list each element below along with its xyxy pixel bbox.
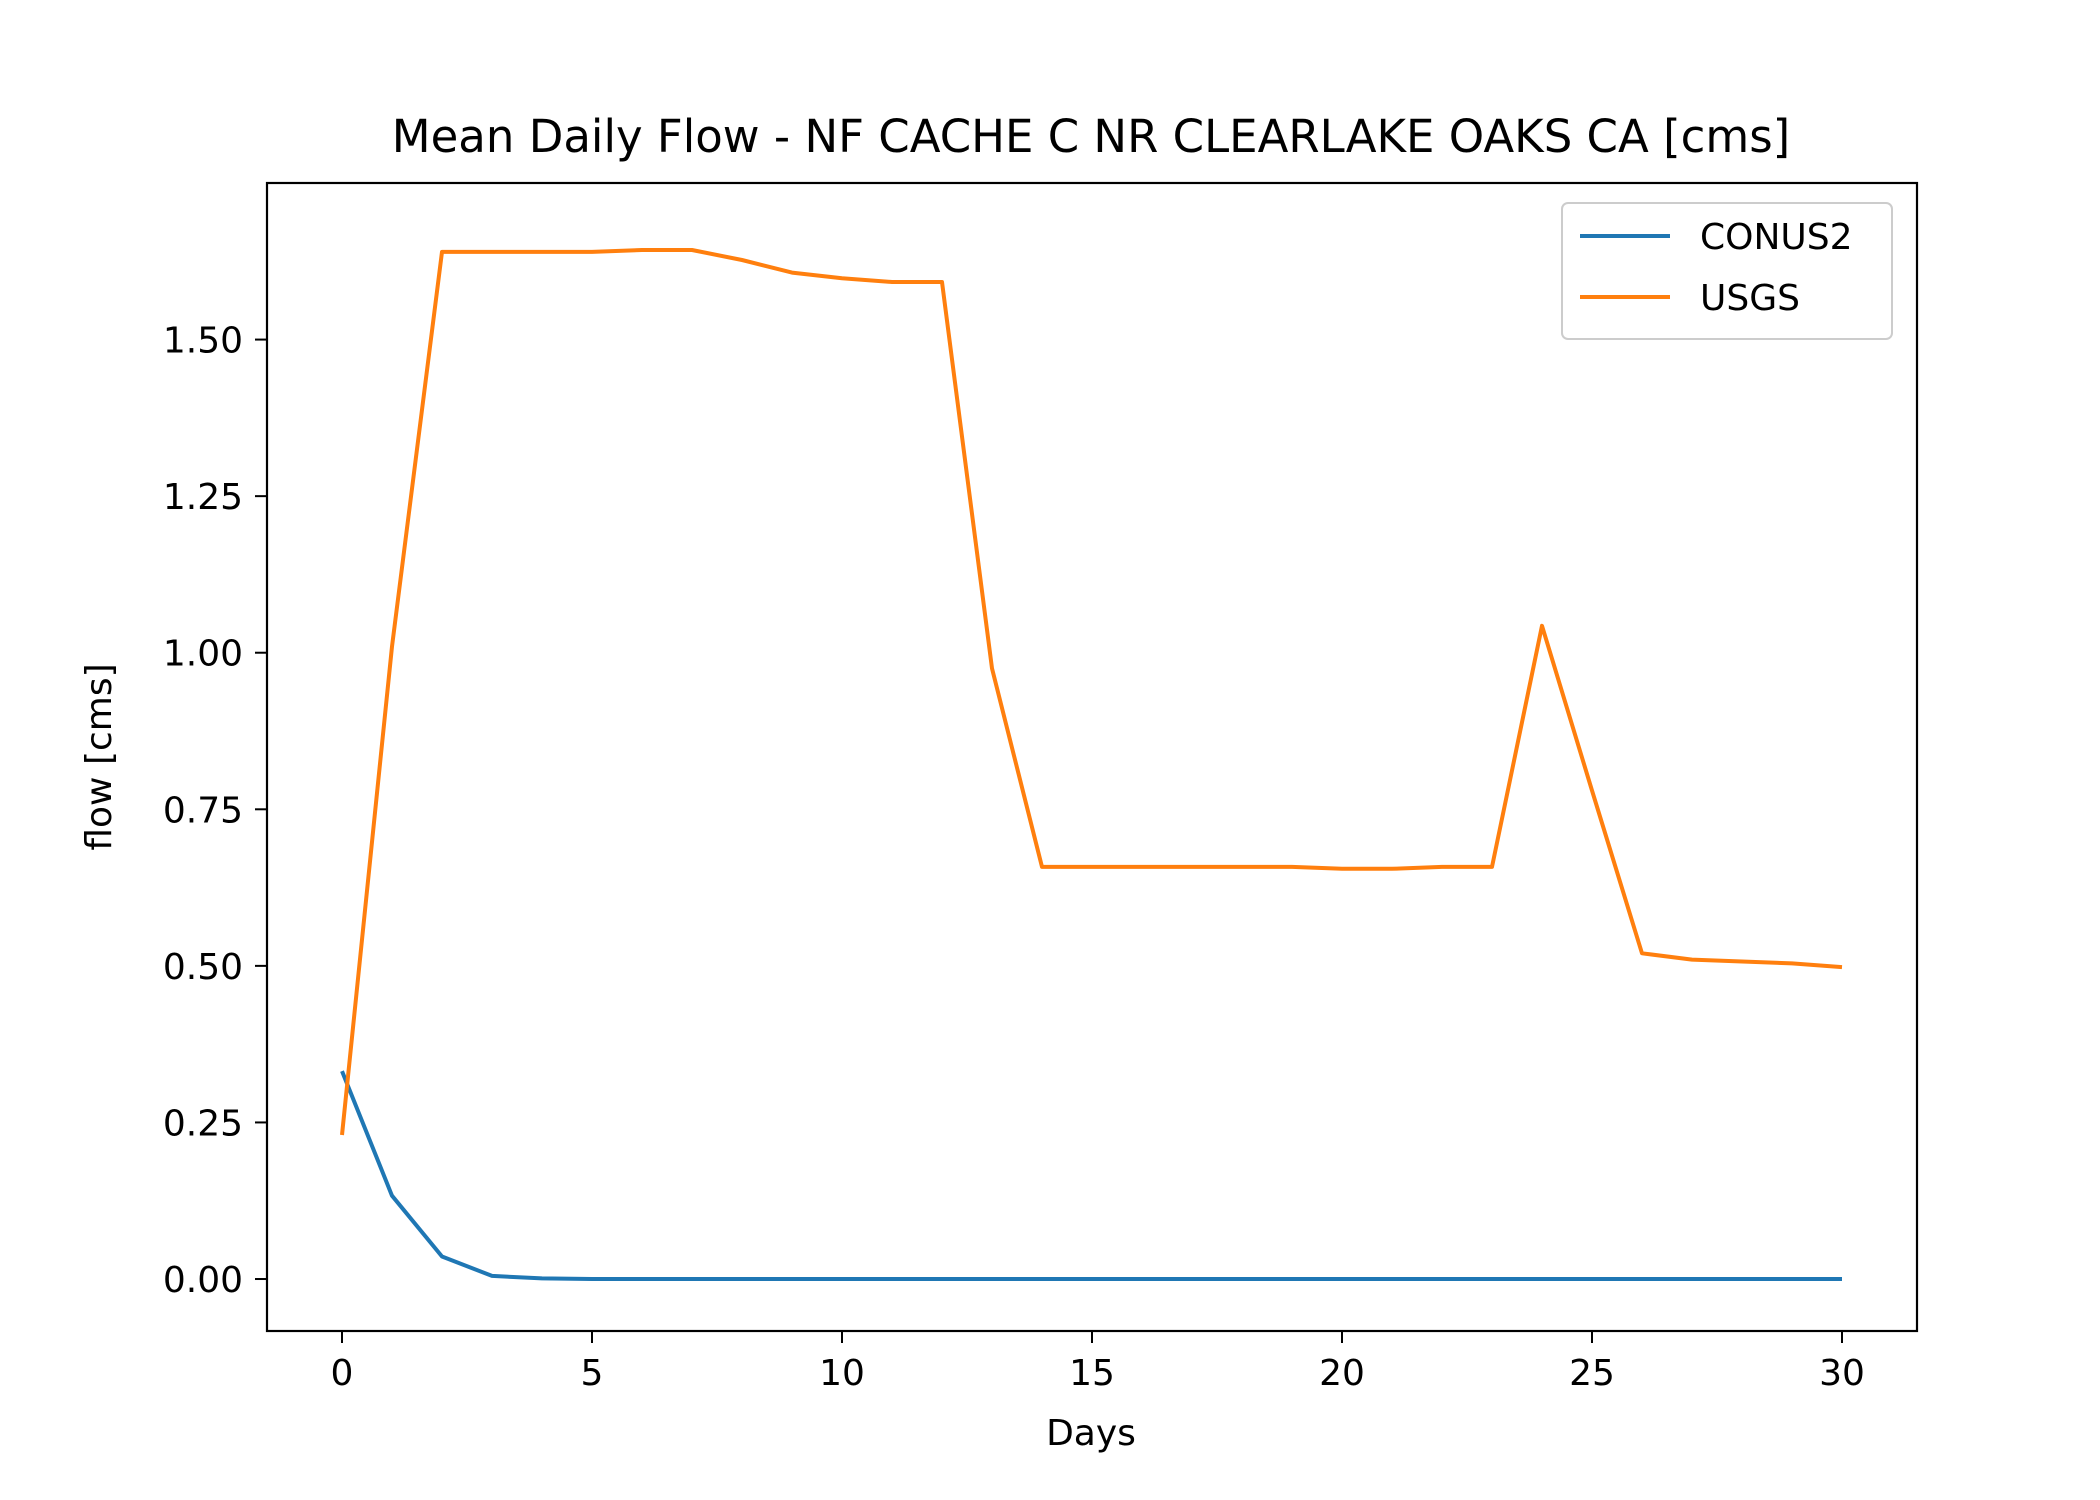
x-tick-label: 10 (819, 1353, 865, 1394)
x-tick-label: 15 (1069, 1353, 1115, 1394)
x-axis-label: Days (1046, 1413, 1136, 1454)
legend-label-conus2: CONUS2 (1700, 217, 1853, 258)
series-lines (340, 248, 1843, 1281)
plot-area (267, 183, 1917, 1331)
plot-background (267, 183, 1917, 1331)
x-tick-label: 20 (1319, 1353, 1365, 1394)
y-tick-label: 1.00 (163, 634, 243, 675)
x-tick-label: 0 (331, 1353, 354, 1394)
y-tick-label: 0.25 (163, 1103, 243, 1144)
y-tick-label: 0.75 (163, 790, 243, 831)
y-tick-label: 0.50 (163, 947, 243, 988)
legend-label-usgs: USGS (1700, 278, 1800, 319)
y-axis: 0.00 0.25 0.50 0.75 1.00 1.25 1.50 (163, 321, 267, 1301)
x-tick-label: 30 (1819, 1353, 1865, 1394)
x-tick-label: 5 (581, 1353, 604, 1394)
y-axis-label: flow [cms] (79, 663, 120, 850)
series-line-conus2 (340, 1070, 1842, 1281)
legend: CONUS2 USGS (1561, 202, 1893, 340)
y-tick-label: 1.25 (163, 477, 243, 518)
y-tick-label: 0.00 (163, 1260, 243, 1301)
chart-title: Mean Daily Flow - NF CACHE C NR CLEARLAK… (392, 110, 1790, 163)
series-line-usgs (340, 248, 1843, 1136)
x-tick-label: 25 (1569, 1353, 1615, 1394)
y-tick-label: 1.50 (163, 321, 243, 362)
x-axis: 0 5 10 15 20 25 30 (331, 1331, 1865, 1394)
